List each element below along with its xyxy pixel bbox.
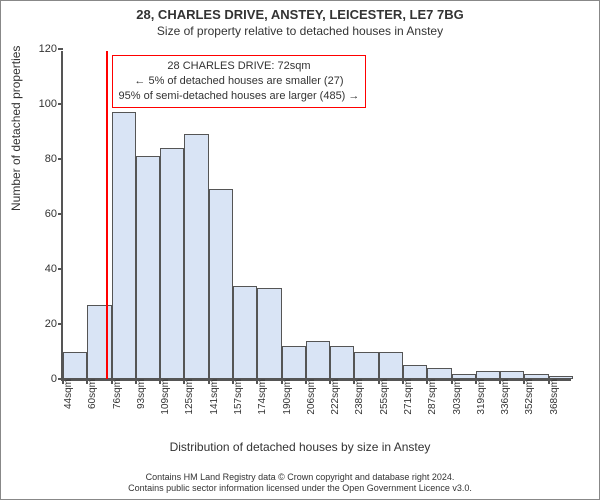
title-address: 28, CHARLES DRIVE, ANSTEY, LEICESTER, LE…: [1, 1, 599, 22]
xtick-label: 93sqm: [136, 379, 147, 409]
footer-line2: Contains public sector information licen…: [1, 483, 599, 495]
histogram-bar: [403, 365, 427, 379]
histogram-bar: [136, 156, 160, 379]
histogram-bar: [330, 346, 354, 379]
footer: Contains HM Land Registry data © Crown c…: [1, 472, 599, 495]
histogram-bar: [282, 346, 306, 379]
histogram-bar: [427, 368, 451, 379]
plot-area: 02040608010012044sqm60sqm76sqm93sqm109sq…: [61, 51, 571, 381]
property-marker-line: [106, 51, 108, 379]
ytick-mark: [58, 48, 63, 50]
xtick-label: 271sqm: [403, 379, 414, 415]
xtick-label: 319sqm: [476, 379, 487, 415]
annotation-line2: ← 5% of detached houses are smaller (27): [119, 74, 360, 89]
histogram-bar: [500, 371, 524, 379]
xtick-label: 125sqm: [184, 379, 195, 415]
xtick-label: 336sqm: [500, 379, 511, 415]
ytick-mark: [58, 158, 63, 160]
annotation-line1: 28 CHARLES DRIVE: 72sqm: [119, 59, 360, 74]
ytick-mark: [58, 103, 63, 105]
xtick-label: 157sqm: [233, 379, 244, 415]
histogram-bar: [257, 288, 281, 379]
ytick-mark: [58, 213, 63, 215]
title-subtitle: Size of property relative to detached ho…: [1, 22, 599, 38]
histogram-bar: [379, 352, 403, 380]
xtick-label: 109sqm: [160, 379, 171, 415]
histogram-bar: [87, 305, 111, 379]
xtick-label: 190sqm: [282, 379, 293, 415]
histogram-bar: [476, 371, 500, 379]
histogram-bar: [112, 112, 136, 379]
xtick-label: 303sqm: [452, 379, 463, 415]
xtick-label: 206sqm: [306, 379, 317, 415]
ytick-mark: [58, 268, 63, 270]
xtick-label: 238sqm: [354, 379, 365, 415]
histogram-bar: [184, 134, 208, 379]
histogram-bar: [233, 286, 257, 380]
histogram-bar: [354, 352, 378, 380]
histogram-bar: [160, 148, 184, 379]
xtick-label: 368sqm: [549, 379, 560, 415]
xtick-label: 174sqm: [257, 379, 268, 415]
xtick-label: 76sqm: [112, 379, 123, 409]
xtick-label: 141sqm: [209, 379, 220, 415]
histogram-bar: [209, 189, 233, 379]
x-axis-label: Distribution of detached houses by size …: [1, 440, 599, 454]
xtick-label: 255sqm: [379, 379, 390, 415]
annotation-line3: 95% of semi-detached houses are larger (…: [119, 89, 360, 104]
histogram-bar: [63, 352, 87, 380]
xtick-label: 44sqm: [63, 379, 74, 409]
annotation-box: 28 CHARLES DRIVE: 72sqm← 5% of detached …: [112, 55, 367, 108]
chart-container: 28, CHARLES DRIVE, ANSTEY, LEICESTER, LE…: [0, 0, 600, 500]
xtick-label: 222sqm: [330, 379, 341, 415]
xtick-label: 287sqm: [427, 379, 438, 415]
y-axis-label: Number of detached properties: [9, 46, 23, 211]
xtick-label: 60sqm: [87, 379, 98, 409]
xtick-label: 352sqm: [524, 379, 535, 415]
histogram-bar: [306, 341, 330, 380]
ytick-mark: [58, 323, 63, 325]
footer-line1: Contains HM Land Registry data © Crown c…: [1, 472, 599, 484]
